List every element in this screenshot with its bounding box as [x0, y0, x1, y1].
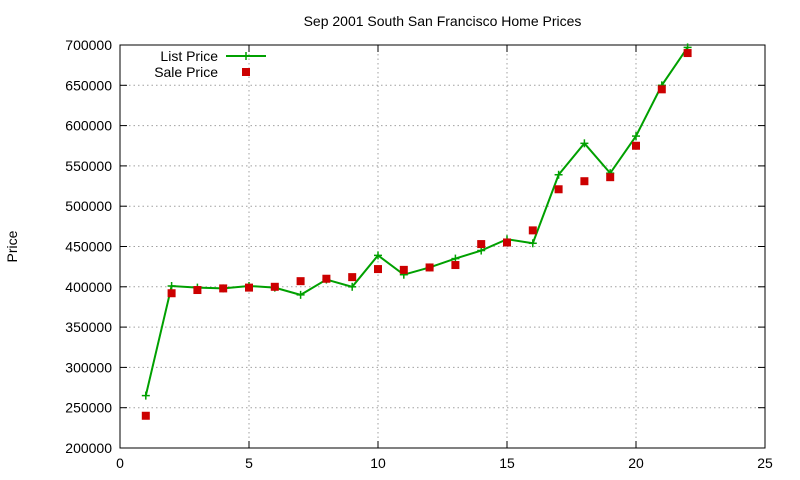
data-point	[374, 265, 382, 274]
series-line	[144, 46, 689, 396]
data-point	[580, 177, 589, 186]
data-point	[322, 274, 331, 283]
data-point	[167, 281, 176, 290]
data-point	[141, 411, 150, 420]
y-tick-label: 500000	[65, 198, 112, 214]
data-point	[219, 284, 228, 293]
data-point	[657, 85, 666, 94]
data-point	[554, 170, 563, 179]
data-point	[245, 283, 253, 292]
data-point	[580, 139, 589, 148]
y-tick-label: 650000	[65, 77, 112, 93]
data-point	[503, 238, 511, 247]
data-point	[348, 273, 357, 282]
y-tick-label: 450000	[65, 239, 112, 255]
y-tick-label: 250000	[65, 400, 112, 416]
axis-ticks: 200000 250000 300000 350000 400000 450000 5000…	[65, 37, 773, 471]
data-point	[477, 240, 486, 249]
data-point	[141, 391, 150, 400]
data-point	[296, 290, 305, 299]
legend-marker	[242, 52, 250, 60]
y-tick-label: 550000	[65, 158, 112, 174]
y-tick-label: 350000	[65, 319, 112, 335]
data-point	[348, 282, 357, 291]
data-point	[270, 282, 279, 291]
x-tick-label: 10	[370, 455, 386, 471]
x-tick-label: 0	[116, 455, 124, 471]
y-tick-label: 200000	[65, 440, 112, 456]
legend-label: Sale Price	[154, 64, 218, 80]
data-point	[399, 265, 408, 274]
data-point	[528, 226, 537, 235]
x-tick-label: 20	[628, 455, 644, 471]
data-point	[554, 185, 563, 194]
legend-marker	[242, 68, 250, 76]
data-point	[632, 132, 640, 141]
data-point	[296, 277, 305, 286]
series-layer	[141, 43, 692, 420]
data-point	[606, 173, 615, 182]
series-sale-price	[141, 49, 692, 420]
y-tick-label: 700000	[65, 37, 112, 53]
data-point	[528, 239, 537, 248]
y-tick-label: 400000	[65, 279, 112, 295]
legend-label: List Price	[160, 48, 218, 64]
data-point	[193, 286, 202, 295]
data-point	[374, 251, 382, 260]
y-tick-label: 600000	[65, 118, 112, 134]
data-point	[632, 141, 640, 150]
data-point	[425, 263, 434, 272]
x-tick-label: 25	[757, 455, 773, 471]
chart-title: Sep 2001 South San Francisco Home Prices	[304, 13, 582, 29]
x-tick-label: 5	[245, 455, 253, 471]
data-point	[451, 261, 460, 270]
y-tick-label: 300000	[65, 359, 112, 375]
y-axis-label: Price	[4, 230, 20, 262]
data-point	[683, 49, 692, 58]
x-tick-label: 15	[499, 455, 515, 471]
data-point	[167, 289, 176, 298]
